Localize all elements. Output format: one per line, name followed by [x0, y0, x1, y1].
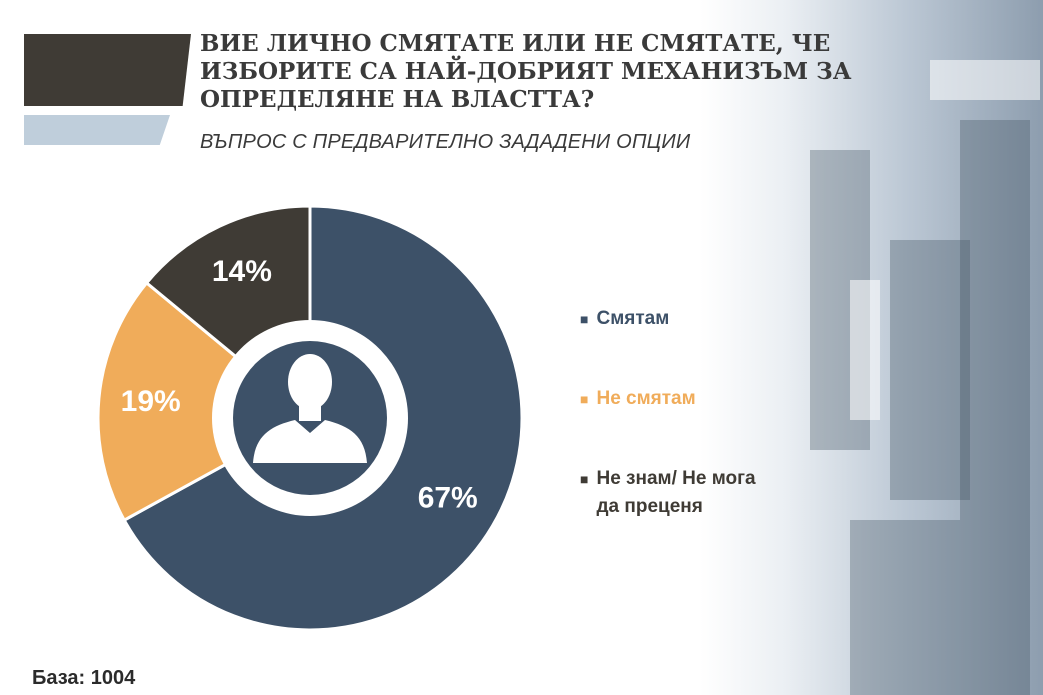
legend-item-ne-znam: ■ Не знам/ Не мога да преценя [580, 465, 800, 521]
page-title: ВИЕ ЛИЧНО СМЯТАТЕ ИЛИ НЕ СМЯТАТЕ, ЧЕ ИЗБ… [200, 30, 852, 113]
sample-base: База: 1004 [32, 667, 136, 689]
slice-label-0: 67% [418, 481, 478, 514]
title-accent-bar [24, 34, 191, 106]
donut-chart: 67% 19% 14% [96, 204, 524, 632]
legend-marker: ■ [580, 311, 589, 327]
legend-marker: ■ [580, 471, 589, 487]
donut-slice-1 [96, 280, 313, 523]
person-silhouette-icon [253, 354, 367, 463]
slice-label-2: 14% [212, 255, 272, 288]
subtitle-accent-bar [24, 115, 170, 145]
page-subtitle: ВЪПРОС С ПРЕДВАРИТЕЛНО ЗАДАДЕНИ ОПЦИИ [200, 131, 691, 153]
legend-marker: ■ [580, 391, 589, 407]
legend-label: Смятам [596, 308, 670, 329]
background-photo [700, 0, 1043, 695]
legend-label: Не смятам [596, 388, 696, 409]
legend-item-smyatam: ■ Смятам [580, 305, 800, 333]
slice-label-1: 19% [121, 385, 181, 418]
legend-item-ne-smyatam: ■ Не смятам [580, 385, 800, 413]
legend-label: Не знам/ Не мога да преценя [596, 468, 756, 517]
